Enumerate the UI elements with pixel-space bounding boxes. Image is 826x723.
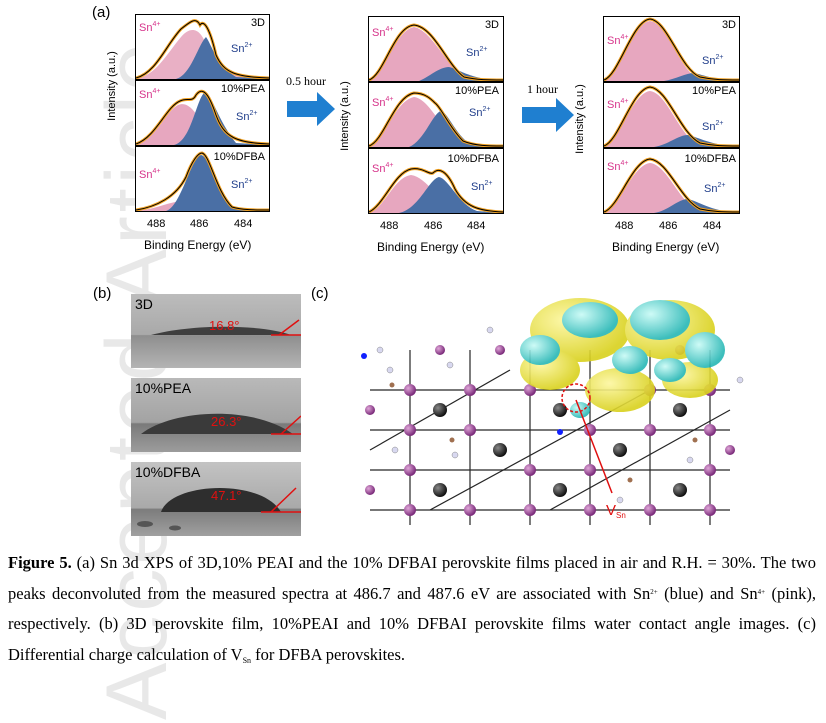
xps-spectrum bbox=[136, 89, 269, 145]
y-axis-label: Intensity (a.u.) bbox=[338, 81, 351, 151]
arrow-label: 1 hour bbox=[527, 82, 558, 96]
sn2-label: Sn2+ bbox=[466, 46, 488, 59]
sample-label: 10%PEA bbox=[220, 83, 265, 95]
xps-spectrum bbox=[369, 91, 503, 147]
contact-angle-photo-3d: 3D 16.8° bbox=[131, 294, 301, 368]
angle-value: 26.3° bbox=[211, 414, 242, 429]
figure-caption: Figure 5. (a) Sn 3d XPS of 3D,10% PEAI a… bbox=[8, 553, 816, 665]
sn4-label: Sn4+ bbox=[139, 168, 161, 181]
xps-panel-fresh-3d: 3D Sn4+ Sn2+ bbox=[135, 14, 270, 80]
xps-spectrum bbox=[136, 151, 269, 211]
sn2-label: Sn2+ bbox=[231, 178, 253, 191]
sn2-label: Sn2+ bbox=[236, 110, 258, 123]
panel-label-b: (b) bbox=[93, 285, 112, 302]
xps-spectrum bbox=[604, 85, 739, 147]
y-axis-label: Intensity (a.u.) bbox=[573, 84, 586, 154]
droplet-icon bbox=[141, 413, 301, 435]
arrow-right-icon bbox=[522, 98, 574, 132]
sn4-label: Sn4+ bbox=[372, 96, 394, 109]
panel-label-a: (a) bbox=[92, 4, 111, 21]
sample-label: 3D bbox=[484, 19, 499, 31]
xps-panel-fresh-pea: 10%PEA Sn4+ Sn2+ bbox=[135, 80, 270, 146]
arrow-right-icon bbox=[287, 92, 335, 126]
sn2-label: Sn2+ bbox=[704, 182, 726, 195]
x-tick: 488 bbox=[615, 220, 634, 232]
sn4-label: Sn4+ bbox=[607, 34, 629, 47]
x-tick: 486 bbox=[424, 220, 443, 232]
x-tick: 488 bbox=[380, 220, 399, 232]
xps-spectrum bbox=[604, 17, 739, 81]
x-tick: 484 bbox=[234, 218, 253, 230]
droplet-icon bbox=[151, 319, 301, 336]
angle-value: 16.8° bbox=[209, 318, 240, 333]
sample-label: 10%DFBA bbox=[447, 153, 499, 165]
droplet-icon bbox=[137, 487, 301, 531]
angle-value: 47.1° bbox=[211, 488, 242, 503]
sample-label: 10%DFBA bbox=[684, 153, 736, 165]
y-axis-label: Intensity (a.u.) bbox=[105, 51, 118, 121]
sn4-label: Sn4+ bbox=[372, 26, 394, 39]
sn4-label: Sn4+ bbox=[139, 88, 161, 101]
sn4-label: Sn4+ bbox=[372, 162, 394, 175]
arrow-label: 0.5 hour bbox=[286, 74, 326, 88]
sample-label: 3D bbox=[250, 17, 265, 29]
crystal-structure-illustration bbox=[361, 298, 744, 525]
photo-label: 3D bbox=[135, 296, 153, 312]
x-axis-label: Binding Energy (eV) bbox=[144, 238, 252, 252]
sn4-label: Sn4+ bbox=[139, 21, 161, 34]
xps-spectrum bbox=[369, 167, 503, 213]
x-axis-label: Binding Energy (eV) bbox=[612, 240, 720, 254]
sn2-label: Sn2+ bbox=[231, 42, 253, 55]
sn2-label: Sn2+ bbox=[469, 106, 491, 119]
xps-panel-half-3d: 3D Sn4+ Sn2+ bbox=[368, 16, 504, 82]
x-tick: 484 bbox=[467, 220, 486, 232]
xps-panel-half-pea: 10%PEA Sn4+ Sn2+ bbox=[368, 82, 504, 148]
xps-panel-half-dfba: 10%DFBA Sn4+ Sn2+ bbox=[368, 148, 504, 214]
photo-label: 10%PEA bbox=[135, 380, 192, 396]
panel-label-c: (c) bbox=[311, 285, 329, 302]
sn4-label: Sn4+ bbox=[607, 98, 629, 111]
xps-spectrum bbox=[604, 157, 739, 213]
sample-label: 10%DFBA bbox=[213, 151, 265, 163]
xps-panel-hour-dfba: 10%DFBA Sn4+ Sn2+ bbox=[603, 148, 740, 214]
sn2-label: Sn2+ bbox=[471, 180, 493, 193]
sample-label: 10%PEA bbox=[454, 85, 499, 97]
xps-spectrum bbox=[369, 23, 503, 81]
sn2-label: Sn2+ bbox=[702, 120, 724, 133]
sample-label: 3D bbox=[721, 19, 736, 31]
photo-label: 10%DFBA bbox=[135, 464, 201, 480]
caption-title: Figure 5. bbox=[8, 553, 72, 572]
x-tick: 488 bbox=[147, 218, 166, 230]
sn4-label: Sn4+ bbox=[607, 160, 629, 173]
vsn-label: VSn bbox=[606, 502, 626, 520]
x-tick: 486 bbox=[659, 220, 678, 232]
xps-panel-fresh-dfba: 10%DFBA Sn4+ Sn2+ bbox=[135, 146, 270, 212]
x-tick: 486 bbox=[190, 218, 209, 230]
xps-spectrum bbox=[136, 19, 269, 79]
x-tick: 484 bbox=[703, 220, 722, 232]
contact-angle-photo-pea: 10%PEA 26.3° bbox=[131, 378, 301, 452]
contact-angle-photo-dfba: 10%DFBA 47.1° bbox=[131, 462, 301, 536]
xps-panel-hour-pea: 10%PEA Sn4+ Sn2+ bbox=[603, 82, 740, 148]
sn2-label: Sn2+ bbox=[702, 54, 724, 67]
sample-label: 10%PEA bbox=[691, 85, 736, 97]
x-axis-label: Binding Energy (eV) bbox=[377, 240, 485, 254]
xps-panel-hour-3d: 3D Sn4+ Sn2+ bbox=[603, 16, 740, 82]
